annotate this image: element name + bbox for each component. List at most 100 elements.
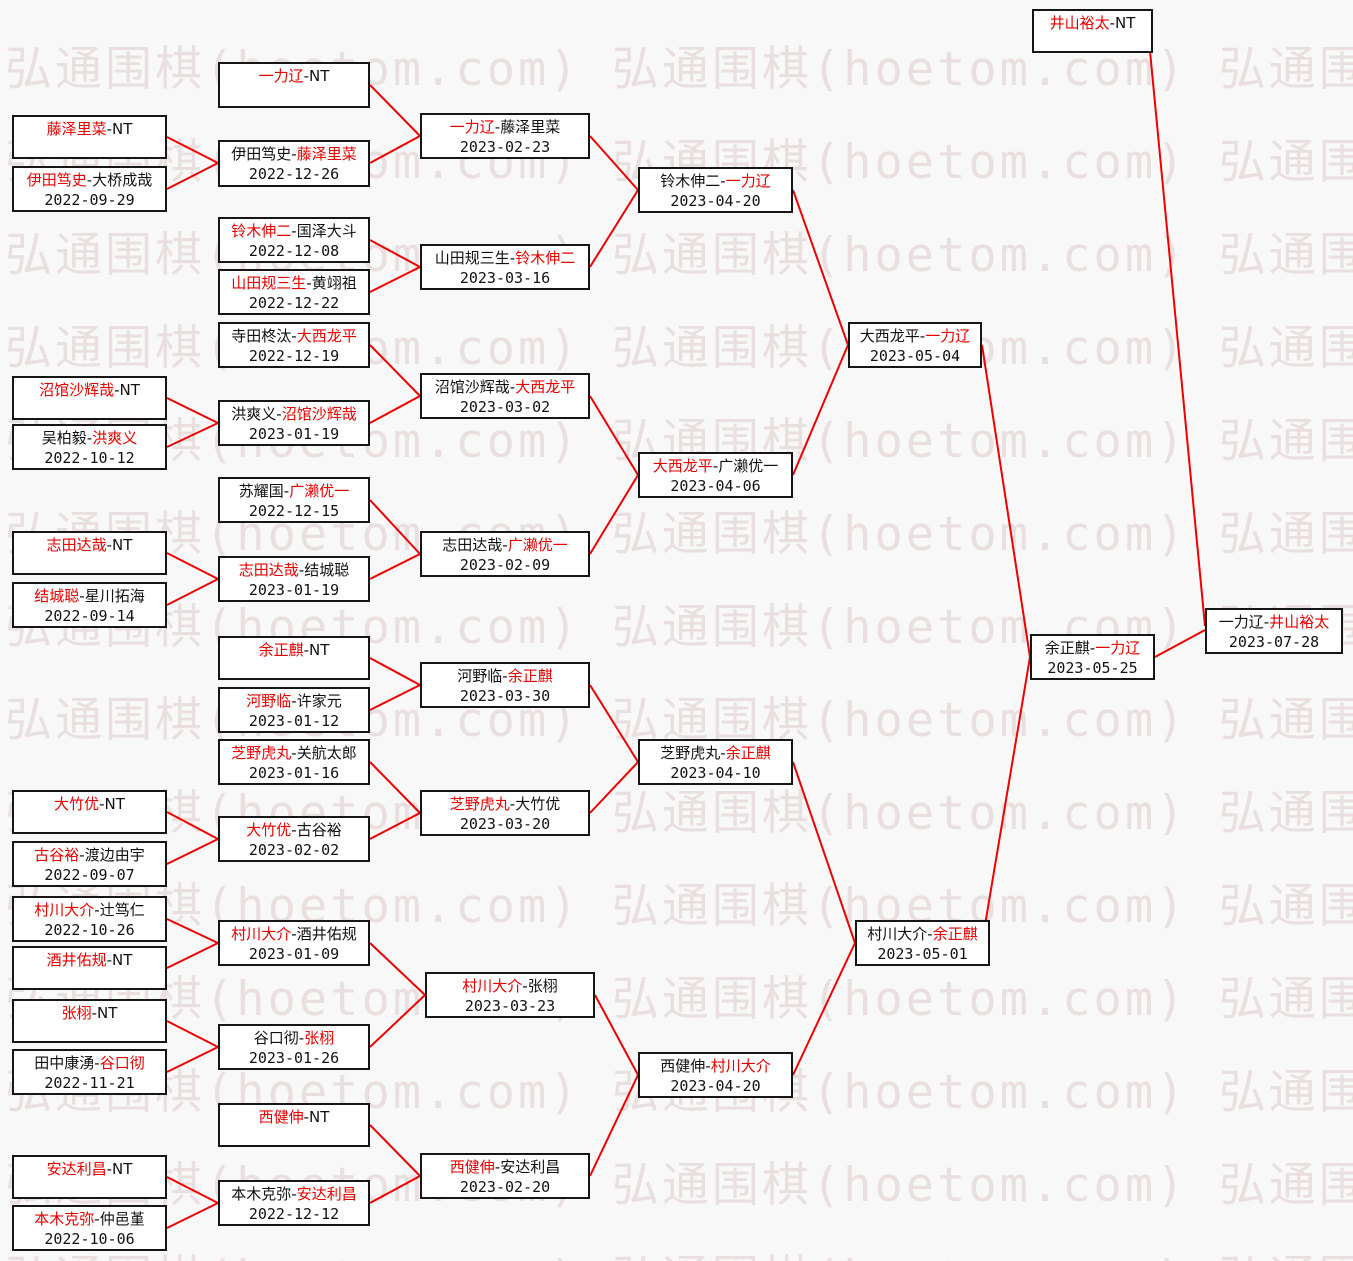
bracket-line [589,189,639,268]
match-players: 西健伸-NT [220,1107,368,1127]
player-name: 田中康湧 [34,1054,95,1072]
match-players: 伊田笃史-藤泽里菜 [220,144,368,164]
match-players: 古谷裕-渡边由宇 [14,845,165,865]
nt-label: NT [309,67,330,85]
match-date: 2022-12-15 [248,502,340,520]
match-date [14,139,165,157]
match-box: 村川大介-酒井佑规 2023-01-09 [218,920,370,966]
match-players: 苏耀国-广濑优一 [220,481,368,501]
match-players: 洪爽义-沼馆沙辉哉 [220,404,368,424]
player-name: 大西龙平 [859,327,920,345]
match-players: 大竹优-NT [14,794,165,814]
match-players: 河野临-许家元 [220,691,368,711]
player-name: 大竹优 [246,821,292,839]
vs-dash: - [291,145,297,163]
match-players: 一力辽-井山裕太 [1207,612,1341,632]
match-date: 2023-02-20 [459,1178,551,1196]
match-date: 2023-04-20 [670,1077,761,1095]
match-date: 2023-02-02 [248,841,340,859]
match-box: 大西龙平-广濑优一 2023-04-06 [638,452,793,498]
player-name: 藤泽里菜 [296,145,357,163]
match-players: 铃木伸二-国泽大斗 [220,221,368,241]
vs-dash: - [705,1057,711,1075]
match-players: 山田规三生-黄翊祖 [220,273,368,293]
player-name: 芝野虎丸 [660,744,721,762]
match-date: 2023-04-06 [670,477,761,495]
bracket-line [792,761,856,944]
player-name: 村川大介 [231,925,292,943]
player-name: 大西龙平 [652,457,713,475]
player-name: 河野临 [457,667,503,685]
player-name: 洪爽义 [231,405,277,423]
player-name: 西健伸 [660,1057,706,1075]
match-players: 西健伸-村川大介 [640,1056,791,1076]
player-name: 安达利昌 [500,1158,561,1176]
vs-dash: - [1263,613,1270,631]
match-players: 芝野虎丸-关航太郎 [220,743,368,763]
player-name: 张栩 [304,1029,335,1047]
player-name: 安达利昌 [296,1185,357,1203]
match-date: 2022-11-21 [44,1074,135,1092]
nt-label: NT [112,951,133,969]
match-players: 芝野虎丸-余正麒 [640,743,791,763]
vs-dash: - [494,118,501,136]
vs-dash: - [86,429,93,447]
vs-dash: - [927,925,933,943]
match-box: 本木克弥-仲邑堇 2022-10-06 [12,1205,167,1251]
match-players: 沼馆沙辉哉-大西龙平 [422,377,588,397]
match-players: 一力辽-NT [220,66,368,86]
vs-dash: - [99,795,105,813]
bracket-line [166,942,219,969]
player-name: 井山裕太 [1269,613,1330,631]
vs-dash: - [712,457,719,475]
bracket-line [594,994,639,1076]
match-date: 2022-10-06 [44,1230,135,1248]
vs-dash: - [509,795,516,813]
player-name: 本木克弥 [231,1185,292,1203]
match-box: 田中康湧-谷口彻 2022-11-21 [12,1049,167,1095]
vs-dash: - [114,381,120,399]
bracket-line [166,422,219,448]
nt-label: NT [1115,14,1136,32]
vs-dash: - [106,120,113,138]
vs-dash: - [86,171,93,189]
player-name: 星川拓海 [84,587,145,605]
player-name: 谷口彻 [99,1054,145,1072]
player-name: 一力辽 [925,327,971,345]
player-name: 山田规三生 [434,249,510,267]
player-name: 山田规三生 [231,274,307,292]
match-players: 安达利昌-NT [14,1159,165,1179]
match-players: 结城聪-星川拓海 [14,586,165,606]
match-box: 谷口彻-张栩 2023-01-26 [218,1024,370,1070]
match-date [14,555,165,573]
player-name: 国泽大斗 [296,222,357,240]
vs-dash: - [106,536,113,554]
vs-dash: - [106,951,113,969]
player-name: 余正麒 [507,667,553,685]
vs-dash: - [303,67,310,85]
player-name: 古谷裕 [34,846,80,864]
bracket-line [369,135,421,164]
player-name: 广濑优一 [718,457,779,475]
match-box: 酒井佑规-NT [12,946,167,990]
match-box: 伊田笃史-藤泽里菜 2022-12-26 [218,140,370,187]
bracket-line [369,84,421,137]
match-date: 2022-09-07 [44,866,135,884]
vs-dash: - [291,692,297,710]
player-name: 广濑优一 [289,482,350,500]
match-date: 2022-12-22 [248,294,340,312]
match-date: 2023-03-02 [459,398,551,416]
match-players: 村川大介-张栩 [427,976,593,996]
bracket-line [166,1046,219,1073]
match-players: 沼馆沙辉哉-NT [14,380,165,400]
match-players: 村川大介-余正麒 [857,924,988,944]
match-date: 2022-12-19 [248,347,340,365]
bracket-line [369,344,421,397]
bracket-line [369,1175,421,1204]
bracket-line [792,942,856,1076]
match-players: 村川大介-辻笃仁 [14,900,165,920]
bracket-line [166,552,219,580]
bracket-line [166,838,219,865]
match-date: 2023-01-16 [248,764,340,782]
